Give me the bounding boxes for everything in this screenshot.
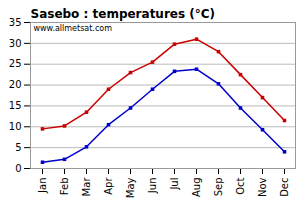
svg-text:Sasebo : temperatures (°C): Sasebo : temperatures (°C) — [31, 7, 216, 21]
svg-text:10: 10 — [9, 121, 22, 132]
svg-text:Nov: Nov — [257, 177, 268, 197]
svg-text:Aug: Aug — [191, 178, 202, 198]
svg-text:Jul: Jul — [169, 178, 180, 191]
svg-text:Mar: Mar — [81, 177, 92, 197]
svg-text:www.allmetsat.com: www.allmetsat.com — [34, 24, 113, 33]
svg-text:May: May — [125, 177, 136, 198]
svg-text:35: 35 — [9, 17, 22, 28]
svg-text:Feb: Feb — [59, 178, 70, 196]
svg-text:Jan: Jan — [37, 178, 48, 194]
svg-text:15: 15 — [9, 100, 22, 111]
svg-text:Oct: Oct — [235, 177, 246, 194]
svg-text:Sep: Sep — [213, 178, 224, 197]
svg-text:25: 25 — [9, 58, 22, 69]
svg-text:30: 30 — [9, 38, 22, 49]
svg-text:Jun: Jun — [147, 178, 158, 195]
svg-text:5: 5 — [15, 142, 21, 153]
svg-text:0: 0 — [15, 163, 21, 174]
svg-text:Apr: Apr — [103, 177, 114, 195]
svg-text:Dec: Dec — [279, 178, 290, 197]
svg-text:20: 20 — [9, 79, 22, 90]
